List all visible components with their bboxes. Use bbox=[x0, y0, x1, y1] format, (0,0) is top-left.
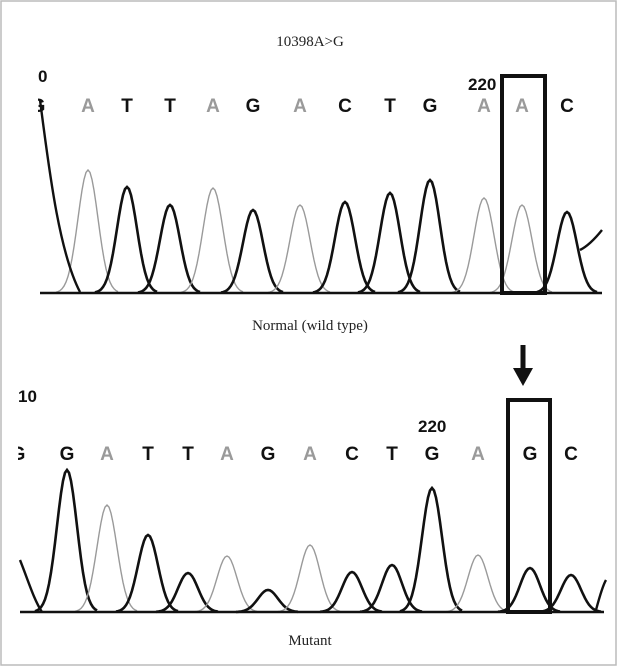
position-mark: 220 bbox=[418, 417, 446, 436]
base-call: G bbox=[60, 444, 75, 465]
caption: Normal (wild type) bbox=[252, 318, 368, 334]
base-call: A bbox=[100, 444, 114, 465]
base-call: T bbox=[386, 444, 398, 465]
title: 10398A>G bbox=[276, 34, 344, 50]
position-start: 10 bbox=[18, 387, 37, 406]
figure: 10398A>G 0 220 G A T T A G A C T G A A C Normal (wil… bbox=[0, 0, 617, 666]
base-call: C bbox=[338, 96, 352, 117]
base-call: G bbox=[261, 444, 276, 465]
base-call: A bbox=[293, 96, 307, 117]
base-call: G bbox=[246, 96, 261, 117]
base-call: A bbox=[220, 444, 234, 465]
base-call: G bbox=[523, 444, 538, 465]
position-mark: 220 bbox=[468, 75, 496, 94]
base-call: T bbox=[142, 444, 154, 465]
base-call: A bbox=[303, 444, 317, 465]
base-call: A bbox=[471, 444, 485, 465]
base-call: T bbox=[164, 96, 176, 117]
base-call: A bbox=[477, 96, 491, 117]
base-call: A bbox=[206, 96, 220, 117]
position-start: 0 bbox=[38, 67, 47, 86]
base-call: T bbox=[182, 444, 194, 465]
base-call: C bbox=[560, 96, 574, 117]
base-call: A bbox=[515, 96, 529, 117]
base-call: T bbox=[384, 96, 396, 117]
base-call: G bbox=[423, 96, 438, 117]
base-call: T bbox=[121, 96, 133, 117]
base-call: A bbox=[81, 96, 95, 117]
caption: Mutant bbox=[288, 633, 332, 649]
base-call: C bbox=[564, 444, 578, 465]
base-call: G bbox=[425, 444, 440, 465]
base-call: C bbox=[345, 444, 359, 465]
